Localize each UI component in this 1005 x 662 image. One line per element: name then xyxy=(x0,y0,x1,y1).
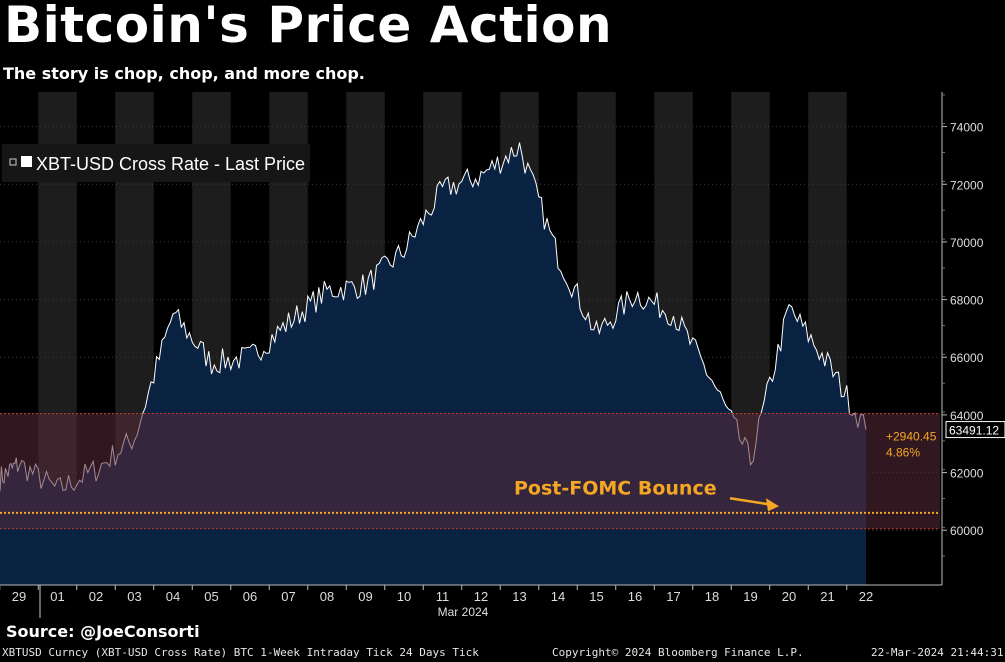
highlight-zone xyxy=(0,413,940,529)
x-tick-label: 08 xyxy=(320,589,334,604)
legend-swatch xyxy=(21,156,32,167)
last-price-tag xyxy=(945,421,1005,439)
y-tick-label: 64000 xyxy=(950,409,984,423)
x-month-label: Mar 2024 xyxy=(438,605,489,618)
source-credit: Source: @JoeConsorti xyxy=(6,622,200,641)
x-tick-label: 03 xyxy=(127,589,141,604)
y-tick-label: 74000 xyxy=(950,121,984,135)
change-value: +2940.45 xyxy=(886,430,937,444)
chart-title: Bitcoin's Price Action xyxy=(4,0,613,54)
price-chart: Post-FOMC Bounce XBT-USD Cross Rate - Las… xyxy=(0,92,1005,618)
x-tick-label: 13 xyxy=(512,589,526,604)
x-tick-label: 01 xyxy=(50,589,64,604)
chart-subtitle: The story is chop, chop, and more chop. xyxy=(3,64,365,83)
y-tick-label: 66000 xyxy=(950,351,984,365)
x-tick-label: 02 xyxy=(89,589,103,604)
x-tick-label: 22 xyxy=(859,589,873,604)
x-tick-label: 12 xyxy=(474,589,488,604)
y-tick-label: 72000 xyxy=(950,178,984,192)
y-tick-label: 62000 xyxy=(950,467,984,481)
x-tick-label: 07 xyxy=(281,589,295,604)
x-tick-label: 18 xyxy=(705,589,719,604)
annotation-label: Post-FOMC Bounce xyxy=(514,477,717,499)
x-tick-label: 15 xyxy=(589,589,603,604)
x-tick-label: 04 xyxy=(166,589,180,604)
x-tick-label: 20 xyxy=(782,589,796,604)
x-tick-label: 06 xyxy=(243,589,257,604)
last-price-value: 63491.12 xyxy=(949,424,999,438)
x-tick-label: 05 xyxy=(204,589,218,604)
legend-label: XBT-USD Cross Rate - Last Price xyxy=(36,154,305,174)
annotation-arrow-head xyxy=(766,498,779,512)
y-tick-label: 68000 xyxy=(950,294,984,308)
x-tick-label: 29 xyxy=(12,589,26,604)
footer-copyright: Copyright© 2024 Bloomberg Finance L.P. xyxy=(552,646,804,659)
y-tick-label: 70000 xyxy=(950,236,984,250)
x-tick-label: 09 xyxy=(358,589,372,604)
x-tick-label: 19 xyxy=(743,589,757,604)
x-tick-label: 10 xyxy=(397,589,411,604)
x-tick-label: 21 xyxy=(820,589,834,604)
x-tick-label: 17 xyxy=(666,589,680,604)
footer-ticker-info: XBTUSD Curncy (XBT-USD Cross Rate) BTC 1… xyxy=(2,646,479,659)
footer-timestamp: 22-Mar-2024 21:44:31 xyxy=(871,646,1004,659)
x-tick-label: 16 xyxy=(628,589,642,604)
y-tick-label: 60000 xyxy=(950,524,984,538)
x-tick-label: 11 xyxy=(436,589,450,604)
change-percent: 4.86% xyxy=(886,446,920,460)
legend-box xyxy=(2,144,310,182)
legend-toggle-icon xyxy=(9,158,17,166)
x-tick-label: 14 xyxy=(551,589,565,604)
